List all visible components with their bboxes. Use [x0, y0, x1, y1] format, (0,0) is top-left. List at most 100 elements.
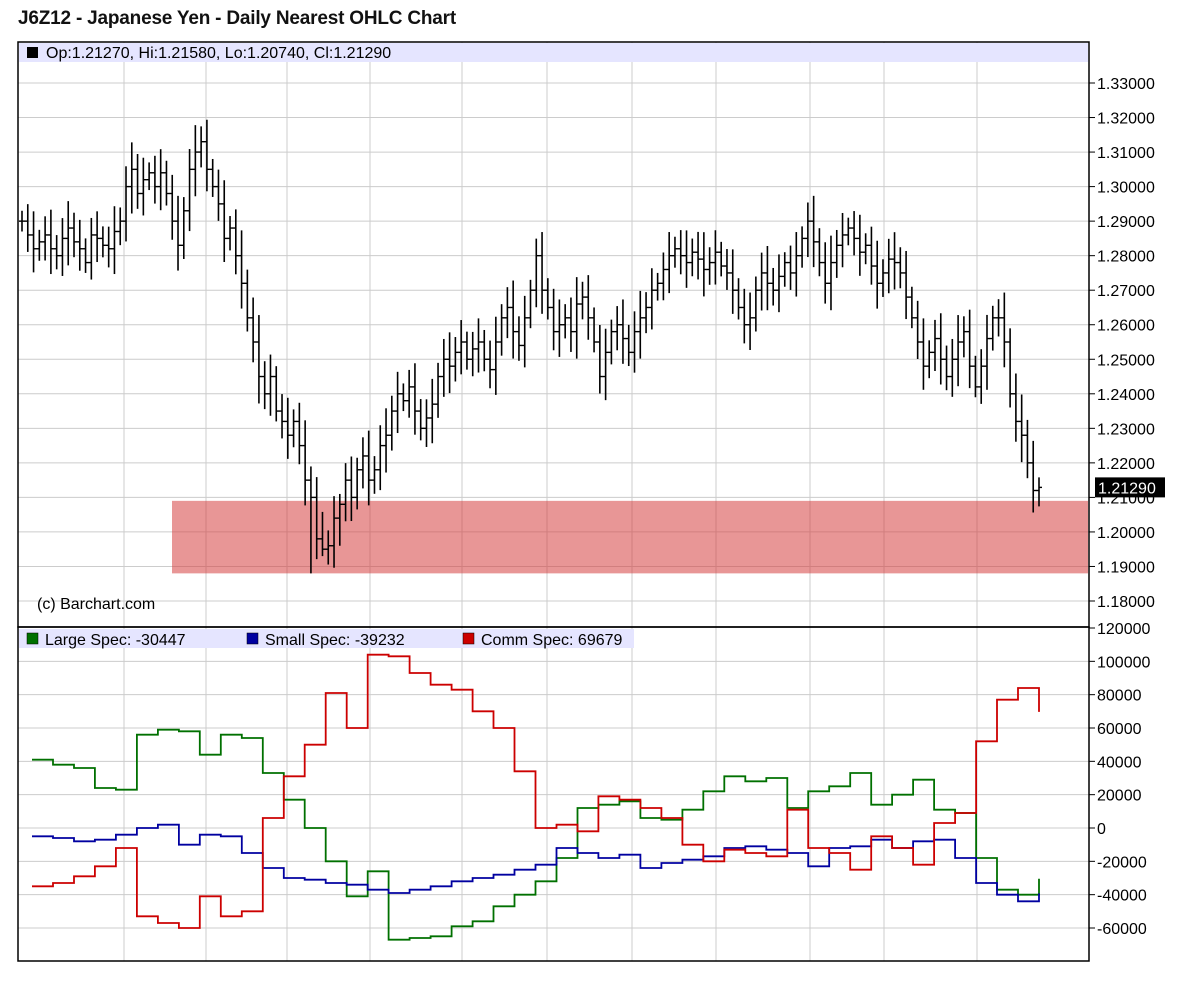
ohlc-bar [400, 383, 407, 412]
ohlc-bar [273, 366, 280, 422]
ohlc-bar [689, 238, 696, 277]
ohlc-bar [810, 195, 817, 268]
ohlc-bar [793, 232, 800, 297]
y-tick-label: 1.29000 [1097, 214, 1155, 231]
ohlc-bar [619, 299, 626, 364]
ohlc-bar [99, 226, 106, 258]
ohlc-bar [423, 399, 430, 447]
y-tick-label: 20000 [1097, 788, 1142, 805]
y-tick-label: 1.22000 [1097, 456, 1155, 473]
ohlc-bar [325, 530, 332, 565]
ohlc-bar [741, 288, 748, 344]
ohlc-bar [897, 247, 904, 289]
y-tick-label: 1.28000 [1097, 249, 1155, 266]
ohlc-bar [411, 363, 418, 435]
ohlc-bar [631, 311, 638, 373]
ohlc-bar [209, 158, 216, 197]
ohlc-bar [1024, 419, 1031, 479]
ohlc-bar [255, 315, 262, 404]
ohlc-bar [82, 238, 89, 273]
ohlc-bar [487, 340, 494, 389]
ohlc-bar [908, 286, 915, 329]
ohlc-bar [290, 409, 297, 448]
ohlc-bar [371, 456, 378, 494]
ohlc-bar [383, 408, 390, 473]
ohlc-bar [163, 160, 170, 206]
y-tick-label: 1.31000 [1097, 145, 1155, 162]
ohlc-bar [146, 162, 153, 191]
ohlc-bar [614, 306, 621, 351]
ohlc-bar [284, 397, 291, 459]
series-line-comm-spec [32, 653, 1040, 929]
price-y-axis: 1.180001.190001.200001.210001.220001.230… [1089, 76, 1155, 611]
cot-lines [32, 653, 1040, 941]
ohlc-bar [533, 238, 540, 308]
ohlc-bar [1007, 328, 1014, 408]
ohlc-bar [949, 338, 956, 397]
ohlc-bar [227, 216, 234, 251]
y-tick-label: 1.33000 [1097, 76, 1155, 93]
y-tick-label: -20000 [1097, 854, 1147, 871]
ohlc-bar [983, 314, 990, 390]
ohlc-bar [302, 420, 309, 506]
cot-panel-frame [17, 626, 1090, 962]
ohlc-bar [446, 332, 453, 394]
ohlc-bar [567, 297, 574, 352]
y-tick-label: 1.18000 [1097, 594, 1155, 611]
ohlc-bar [348, 456, 355, 522]
ohlc-bar [331, 496, 338, 568]
ohlc-bar [267, 354, 274, 416]
ohlc-bar [654, 272, 661, 301]
ohlc-bar [903, 250, 910, 320]
ohlc-bar [799, 226, 806, 268]
ohlc-bar [781, 252, 788, 287]
ohlc-bar [180, 197, 187, 259]
ohlc-bar [862, 233, 869, 265]
ohlc-bar [105, 226, 112, 268]
last-price-box [1095, 477, 1165, 498]
legend-entry: Small Spec: -39232 [265, 632, 405, 649]
legend-entry: Comm Spec: 69679 [481, 632, 623, 649]
ohlc-bar [71, 212, 78, 258]
ohlc-bar [157, 149, 164, 211]
ohlc-bar [388, 395, 395, 451]
ohlc-bar [955, 315, 962, 387]
ohlc-bar [365, 430, 372, 506]
ohlc-bar [151, 155, 158, 204]
ohlc-bar [250, 297, 257, 363]
ohlc-bar [94, 211, 101, 263]
ohlc-bar [117, 207, 124, 246]
ohlc-bar [775, 254, 782, 313]
ohlc-bar [596, 325, 603, 394]
ohlc-bar [463, 331, 470, 370]
ohlc-bar [671, 236, 678, 268]
ohlc-bar [539, 232, 546, 314]
ohlc-bar [336, 493, 343, 546]
ohlc-bar [319, 511, 326, 557]
y-tick-label: 1.30000 [1097, 180, 1155, 197]
y-tick-label: 1.26000 [1097, 318, 1155, 335]
ohlc-bar [59, 218, 66, 276]
ohlc-bar [307, 466, 314, 574]
ohlc-bar [111, 206, 118, 275]
ohlc-bar [492, 316, 499, 395]
cot-legend: Large Spec: -30447 Small Spec: -39232 Comm… [26, 632, 623, 649]
ohlc-bar [677, 230, 684, 275]
ohlc-bar [169, 174, 176, 240]
y-tick-label: 1.25000 [1097, 352, 1155, 369]
ohlc-bar [1036, 477, 1042, 507]
ohlc-bar [752, 276, 759, 332]
ohlc-bar [666, 232, 673, 294]
ohlc-bar [637, 290, 644, 359]
ohlc-bar [238, 230, 245, 309]
ohlc-bar [706, 247, 713, 285]
ohlc-bar [1012, 373, 1019, 442]
ohlc-bar [643, 292, 650, 334]
ohlc-bar [960, 316, 967, 358]
last-price-label: 1.21290 [1098, 480, 1156, 497]
ohlc-bar [591, 307, 598, 353]
ohlc-bar [770, 267, 777, 306]
price-legend-band [19, 43, 1088, 62]
ohlc-bar [822, 242, 829, 304]
ohlc-bar [723, 249, 730, 290]
